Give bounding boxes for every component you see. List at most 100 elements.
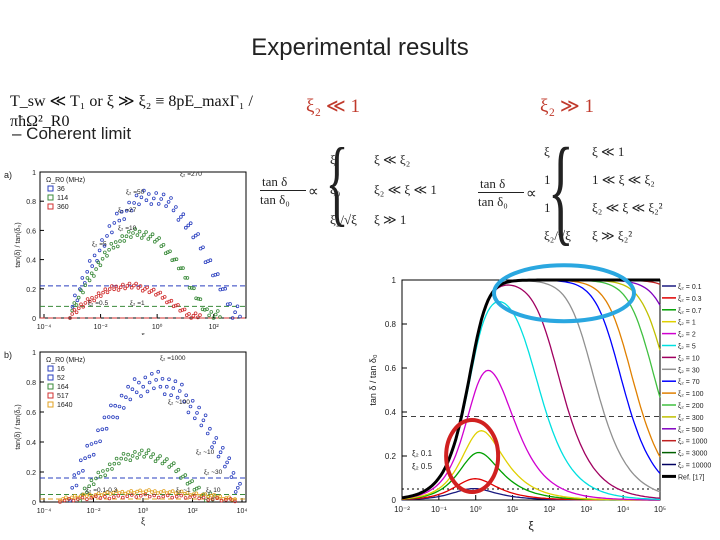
xi2-annotation: ξ₂ ~30 (204, 469, 223, 476)
data-point (70, 486, 74, 490)
case-cond: ξ ≫ 1 (374, 212, 407, 227)
data-point (115, 211, 119, 216)
data-point (143, 492, 148, 497)
xi2-annotation: ξ₂ ~100 (168, 399, 190, 406)
data-point (106, 415, 111, 419)
legend-title: Ω_R0 (MHz) (46, 357, 85, 364)
data-point (171, 208, 176, 213)
data-point (122, 406, 126, 410)
data-point (137, 229, 142, 234)
data-point (90, 296, 94, 300)
x-tick-label: 10⁻² (394, 505, 410, 514)
data-point (122, 239, 127, 243)
data-point (126, 384, 130, 389)
data-point (235, 304, 240, 309)
y-tick-label: 0.4 (385, 408, 397, 417)
y-tick-label: 0.8 (26, 199, 36, 206)
data-point (174, 205, 178, 209)
data-point (161, 243, 166, 247)
data-point (76, 471, 81, 475)
data-point (80, 276, 85, 280)
data-point (145, 389, 150, 394)
data-point (94, 295, 99, 299)
data-point (110, 230, 114, 235)
data-point (112, 221, 117, 225)
case-cond: ξ ≪ ξ₂ (374, 152, 411, 167)
data-point (180, 308, 185, 312)
data-point (112, 461, 117, 466)
xi2-annotation: ξ₂ =0.5 (88, 300, 108, 307)
data-point (107, 248, 111, 252)
x-tick-label: 10⁴ (617, 505, 630, 514)
data-point (100, 238, 104, 242)
y-tick-label: 0 (392, 496, 397, 505)
data-point (167, 490, 172, 494)
data-point (150, 232, 155, 236)
data-point (103, 494, 107, 499)
case-cond: ξ ≪ 1 (592, 144, 625, 159)
data-point (119, 456, 123, 461)
data-point (216, 272, 220, 276)
panel-a-plot: 0 0.2 0.4 0.6 0.8 1 10⁻⁴ 10⁻² 10⁰ 10² a) ξ tan(δ) / … (4, 170, 247, 335)
data-point (119, 209, 124, 214)
data-point (189, 316, 194, 320)
data-point (208, 258, 213, 262)
data-point (76, 497, 80, 501)
proportional-sign: ∝ (308, 184, 319, 200)
case-cond: ξ₂ ≪ ξ ≪ 1 (374, 182, 437, 197)
data-point (157, 236, 161, 240)
data-point (111, 415, 115, 419)
data-point (176, 266, 181, 271)
y-tick-label: 0.8 (385, 320, 397, 329)
data-point (72, 308, 77, 312)
data-point (142, 455, 146, 459)
data-point (87, 492, 92, 497)
xi2-annotation: ξ₂ ~10 (196, 449, 215, 456)
data-point (198, 297, 203, 302)
y-tick-label: 0.4 (26, 440, 36, 447)
data-point (137, 452, 142, 456)
y-axis-label: tan(δ) / tan(δ₀) (15, 222, 22, 267)
data-point (153, 459, 158, 463)
data-point (123, 286, 127, 291)
case-expr: 1 (544, 172, 551, 187)
data-point (176, 218, 181, 222)
data-point (103, 473, 107, 478)
data-point (102, 415, 107, 420)
data-point (117, 404, 122, 409)
data-point (87, 278, 92, 283)
data-point (169, 196, 173, 200)
data-point (113, 240, 118, 244)
data-point (107, 287, 112, 291)
data-point (156, 456, 160, 461)
data-point (72, 301, 77, 305)
data-point (156, 491, 160, 495)
data-point (112, 287, 116, 292)
data-point (214, 436, 219, 440)
data-point (150, 490, 154, 494)
data-point (200, 307, 205, 312)
data-point (173, 379, 178, 383)
data-point (79, 458, 83, 463)
data-point (233, 497, 237, 501)
legend-entry: ξ₂ = 5 (678, 344, 696, 351)
data-point (188, 404, 193, 409)
data-point (129, 489, 134, 493)
data-point (89, 442, 94, 446)
legend-entry: ξ₂ = 2 (678, 332, 696, 339)
data-point (74, 483, 79, 488)
legend-entry: ξ₂ = 1 (678, 320, 696, 327)
data-point (164, 204, 168, 208)
data-point (162, 295, 167, 299)
data-point (132, 283, 136, 288)
series-line (401, 430, 660, 501)
data-point (92, 253, 97, 258)
legend-marker (47, 374, 54, 381)
data-point (80, 495, 85, 500)
data-point (129, 208, 134, 213)
data-point (76, 295, 81, 300)
data-point (92, 274, 96, 278)
data-point (218, 315, 222, 319)
legend-entry: 517 (57, 393, 69, 400)
data-point (126, 229, 131, 234)
